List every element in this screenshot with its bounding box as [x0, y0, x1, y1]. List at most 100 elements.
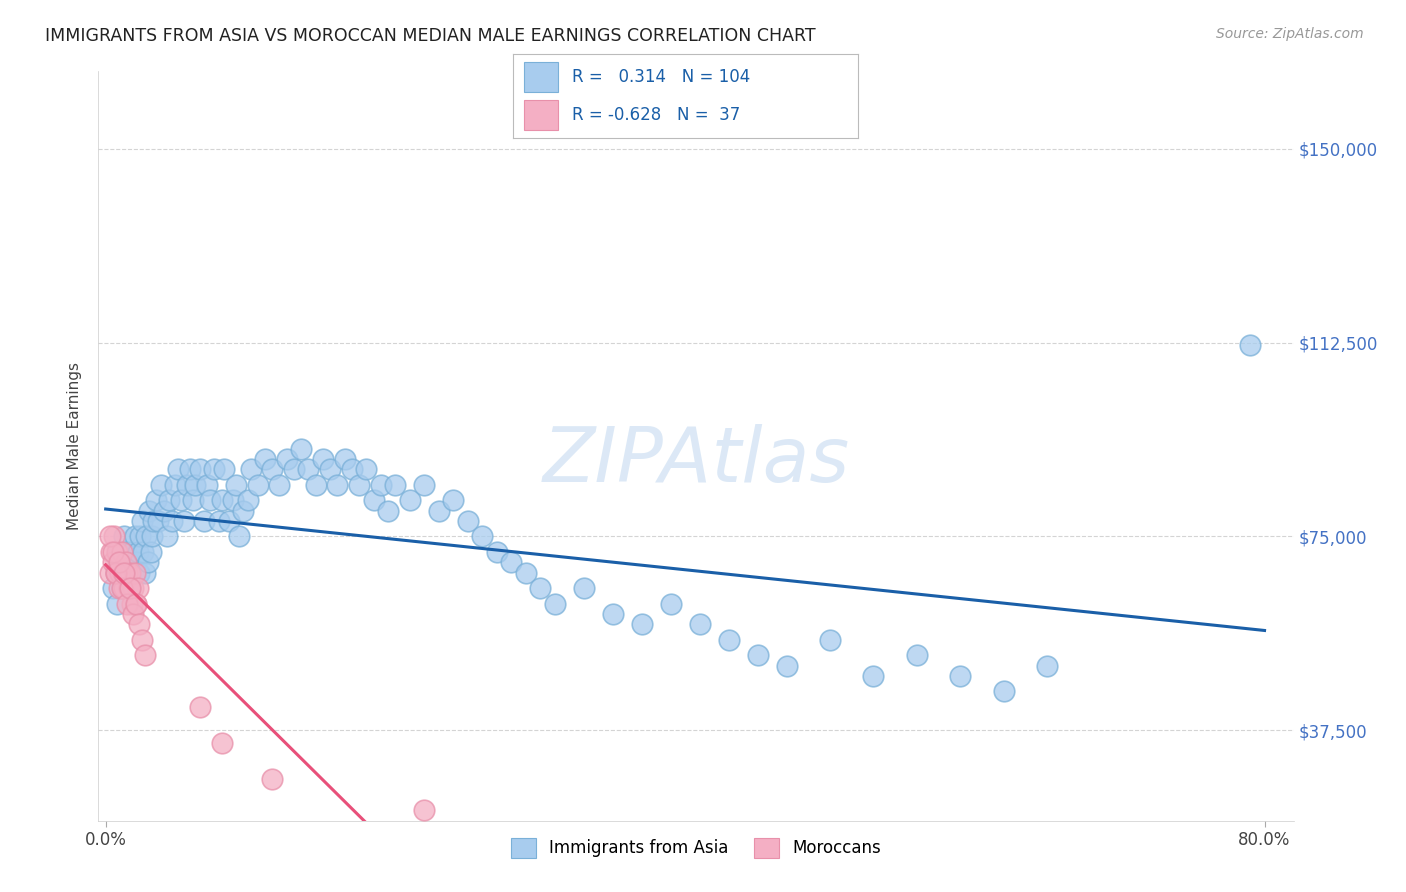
Point [717, 632, 740, 647]
Point [312, 451, 335, 466]
Point [128, 617, 150, 632]
Point [136, 555, 159, 569]
Point [110, 545, 132, 559]
Point [290, 442, 312, 456]
Point [572, 581, 595, 595]
Point [141, 529, 163, 543]
Point [501, 555, 523, 569]
Point [181, 493, 204, 508]
Point [993, 684, 1015, 698]
Point [115, 555, 138, 569]
Bar [523, 62, 558, 92]
Point [218, 514, 240, 528]
Point [157, 493, 180, 508]
Point [108, 555, 131, 569]
Text: R = -0.628   N =  37: R = -0.628 N = 37 [572, 106, 740, 124]
Point [114, 529, 136, 543]
Point [515, 566, 537, 580]
Point [145, 493, 167, 508]
Point [630, 617, 652, 632]
Point [170, 493, 193, 508]
Point [319, 462, 342, 476]
Point [110, 581, 132, 595]
Point [232, 503, 254, 517]
Point [134, 648, 156, 663]
Text: IMMIGRANTS FROM ASIA VS MOROCCAN MEDIAN MALE EARNINGS CORRELATION CHART: IMMIGRANTS FROM ASIA VS MOROCCAN MEDIAN … [45, 27, 815, 45]
Point [413, 477, 436, 491]
Text: R =   0.314   N = 104: R = 0.314 N = 104 [572, 69, 749, 87]
Point [377, 503, 399, 517]
Point [165, 477, 187, 491]
Point [125, 555, 148, 569]
Point [269, 477, 291, 491]
Point [202, 462, 225, 476]
Point [139, 545, 162, 559]
Point [105, 545, 128, 559]
Point [152, 503, 174, 517]
Point [104, 566, 127, 580]
Text: ZIPAtlas: ZIPAtlas [543, 424, 849, 498]
Point [659, 597, 682, 611]
Point [104, 566, 127, 580]
Point [138, 503, 160, 517]
Point [121, 597, 143, 611]
Point [125, 597, 148, 611]
Point [118, 581, 141, 595]
Point [239, 462, 262, 476]
Point [112, 566, 135, 580]
Point [236, 493, 259, 508]
Point [101, 545, 124, 559]
Point [211, 736, 233, 750]
Point [225, 477, 247, 491]
Point [162, 514, 184, 528]
Point [101, 581, 124, 595]
Point [128, 566, 150, 580]
Point [949, 669, 972, 683]
Point [1036, 658, 1059, 673]
Point [121, 545, 143, 559]
Point [115, 545, 138, 559]
Point [485, 545, 508, 559]
Point [112, 566, 135, 580]
Point [775, 658, 797, 673]
Point [326, 477, 349, 491]
Point [132, 545, 155, 559]
Point [129, 529, 152, 543]
Point [689, 617, 711, 632]
Point [120, 581, 142, 595]
Point [356, 462, 378, 476]
Point [98, 566, 121, 580]
Point [283, 462, 305, 476]
Point [146, 514, 169, 528]
Point [399, 493, 422, 508]
Point [120, 566, 142, 580]
Point [184, 477, 207, 491]
Point [441, 493, 464, 508]
Point [120, 581, 142, 595]
Point [188, 462, 211, 476]
Point [107, 581, 129, 595]
Point [114, 566, 136, 580]
Point [208, 514, 231, 528]
Point [818, 632, 841, 647]
Point [222, 493, 245, 508]
Point [340, 462, 363, 476]
Point [122, 566, 145, 580]
Legend: Immigrants from Asia, Moroccans: Immigrants from Asia, Moroccans [505, 831, 887, 864]
Point [149, 477, 172, 491]
Text: Source: ZipAtlas.com: Source: ZipAtlas.com [1216, 27, 1364, 41]
Point [262, 772, 284, 787]
Point [276, 451, 298, 466]
Point [333, 451, 356, 466]
Point [602, 607, 624, 621]
Point [105, 597, 128, 611]
Y-axis label: Median Male Earnings: Median Male Earnings [67, 362, 83, 530]
Point [198, 493, 221, 508]
Point [167, 462, 190, 476]
Point [155, 529, 177, 543]
Point [246, 477, 269, 491]
Point [127, 581, 149, 595]
Point [108, 566, 131, 580]
Point [384, 477, 406, 491]
Point [131, 514, 153, 528]
